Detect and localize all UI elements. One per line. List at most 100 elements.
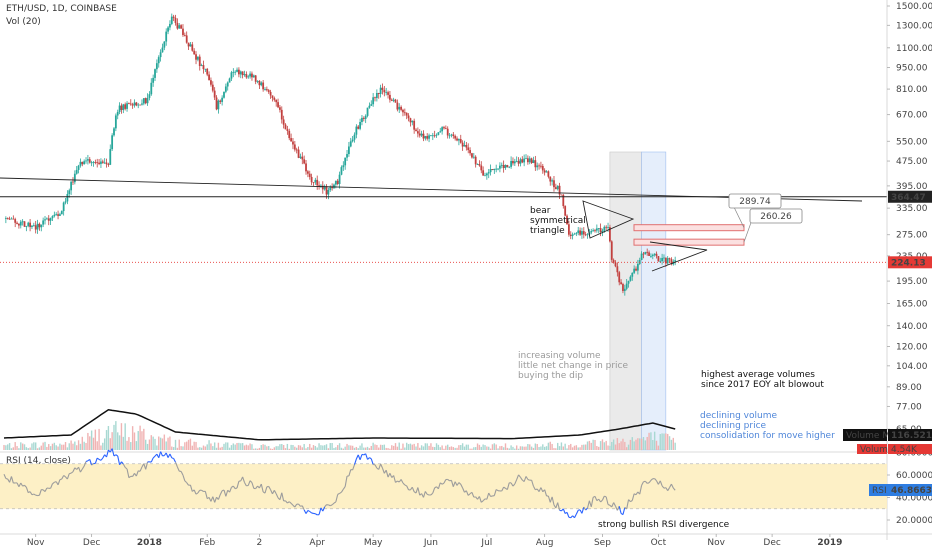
volume-bar: [672, 437, 674, 450]
volume-bar: [605, 440, 607, 450]
candle-body: [534, 160, 537, 168]
rsi-segment: [641, 481, 644, 486]
volume-bar: [290, 444, 292, 450]
volume-bar: [564, 443, 566, 450]
candle-body: [252, 75, 255, 78]
candle-body: [96, 162, 99, 164]
rsi-segment: [374, 464, 378, 469]
candle: [609, 224, 611, 243]
volume-bar: [135, 441, 138, 450]
volume-bar: [178, 439, 180, 450]
volume-bar: [437, 444, 440, 450]
candle-body: [609, 227, 611, 242]
volume-bar: [631, 437, 633, 450]
candle-body: [394, 99, 397, 103]
candle-body: [614, 262, 617, 267]
rsi-segment: [516, 474, 520, 480]
volume-bar: [411, 444, 413, 450]
volume-bar: [29, 447, 31, 450]
rsi-value-badge-bg: [888, 484, 932, 496]
candle: [273, 96, 276, 102]
candle: [513, 158, 516, 166]
candle: [292, 137, 294, 150]
volume-bar: [256, 448, 259, 450]
candle: [610, 240, 613, 263]
candle: [301, 152, 304, 165]
candle-body: [124, 104, 127, 109]
candle: [148, 91, 151, 101]
candle: [635, 266, 637, 272]
rsi-segment: [614, 505, 618, 511]
volume-bar: [465, 444, 468, 450]
candle-body: [471, 153, 473, 158]
candle: [155, 59, 158, 73]
rsi-segment: [656, 480, 659, 485]
rsi-segment: [59, 478, 62, 481]
candle-body: [249, 73, 251, 77]
rsi-label-bg: [869, 484, 888, 496]
rsi-segment: [369, 457, 372, 460]
candle-body: [295, 149, 298, 151]
candle-body: [348, 146, 350, 155]
rsi-segment: [353, 458, 357, 465]
volume-bar: [146, 443, 149, 450]
candle-body: [454, 135, 457, 139]
candle: [485, 172, 488, 180]
candle-body: [607, 227, 609, 228]
volume-bar: [534, 443, 537, 450]
candle: [202, 60, 205, 74]
candle: [439, 127, 442, 133]
rsi-segment: [54, 481, 57, 483]
volume-bar: [48, 444, 50, 450]
volume-bar: [292, 444, 294, 450]
volume-bar: [484, 445, 486, 450]
rsi-segment: [365, 453, 369, 460]
rsi-segment: [352, 464, 356, 471]
candle-body: [202, 65, 205, 70]
volume-bar: [38, 447, 41, 450]
candle: [297, 146, 300, 159]
candle-body: [411, 120, 414, 123]
candle-body: [148, 94, 151, 98]
volume-bar: [560, 442, 563, 450]
candle: [219, 99, 222, 105]
candle: [402, 108, 404, 117]
volume-bar: [286, 443, 289, 450]
shaded-range-blue: [641, 151, 667, 451]
candle-body: [75, 169, 78, 174]
rsi-segment: [328, 504, 331, 507]
candle-body: [357, 126, 360, 129]
candle-body: [663, 257, 665, 259]
volume-bar: [85, 442, 87, 450]
volume-bar: [379, 444, 382, 450]
rsi-segment: [126, 468, 130, 478]
candle: [269, 89, 272, 99]
rsi-segment: [290, 502, 294, 506]
x-axis-label-dec: Dec: [83, 538, 100, 548]
rsi-segment: [628, 499, 631, 503]
volume-bar: [172, 447, 175, 450]
volume-bar: [206, 444, 208, 450]
rsi-segment: [559, 509, 562, 512]
volume-bar: [42, 442, 44, 450]
volume-bar: [141, 431, 143, 450]
candle-body: [342, 165, 345, 168]
candle: [545, 170, 548, 173]
candle: [579, 227, 581, 237]
volume-bar: [275, 446, 277, 450]
volume-bar: [547, 442, 550, 450]
candle: [154, 68, 156, 81]
rsi-segment: [604, 495, 607, 498]
candle-body: [532, 160, 535, 164]
consolidation-triangle: [649, 241, 708, 272]
volume-bar: [620, 441, 622, 450]
candle: [510, 156, 512, 169]
candle-body: [461, 142, 464, 147]
candle: [357, 125, 360, 130]
candle-body: [396, 102, 399, 110]
candle: [211, 81, 214, 93]
candle-body: [219, 100, 222, 102]
candle-body: [601, 230, 604, 233]
rsi-segment: [441, 482, 445, 485]
